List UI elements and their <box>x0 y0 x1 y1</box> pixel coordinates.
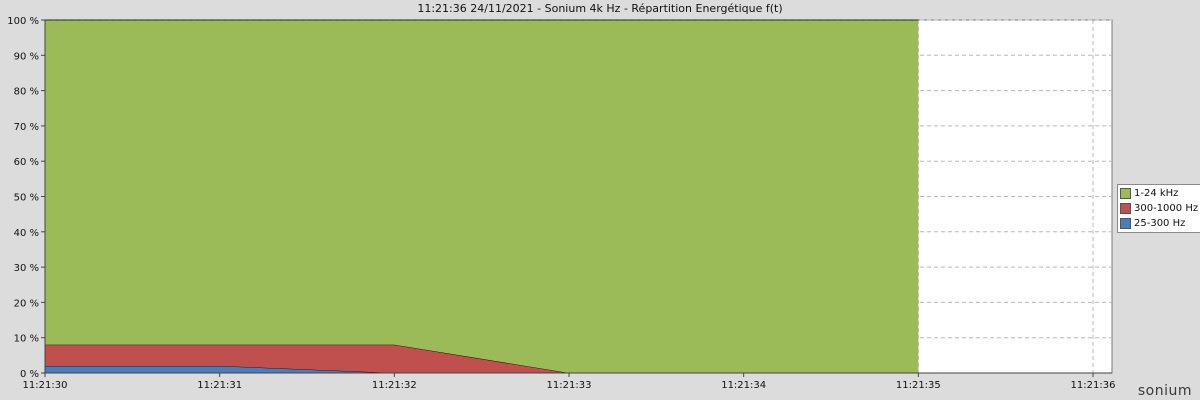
y-tick-label: 60 % <box>14 157 39 168</box>
stacked-areas <box>45 19 919 374</box>
y-tick-label: 90 % <box>14 51 39 62</box>
y-tick-label: 70 % <box>14 122 39 133</box>
legend-label: 1-24 kHz <box>1134 188 1179 199</box>
legend-item: 25-300 Hz <box>1120 216 1198 231</box>
y-tick-label: 50 % <box>14 193 39 204</box>
x-tick-label: 11:21:36 <box>1071 380 1116 391</box>
x-tick-label: 11:21:35 <box>896 380 941 391</box>
y-tick-label: 20 % <box>14 298 39 309</box>
legend-label: 300-1000 Hz <box>1134 203 1199 214</box>
legend-swatch <box>1120 188 1131 199</box>
legend-swatch <box>1120 203 1131 214</box>
x-tick-label: 11:21:33 <box>547 380 592 391</box>
legend: 1-24 kHz 300-1000 Hz 25-300 Hz <box>1117 184 1200 233</box>
y-tick-labels: 0 % 10 % 20 % 30 % 40 % 50 % 60 % 70 % 80 % 90 % 1… <box>7 16 39 380</box>
legend-item: 1-24 kHz <box>1120 186 1198 201</box>
x-tick-label: 11:21:34 <box>721 380 766 391</box>
y-tick-label: 40 % <box>14 228 39 239</box>
axes <box>41 19 1112 377</box>
y-tick-label: 80 % <box>14 87 39 98</box>
x-tick-label: 11:21:31 <box>197 380 242 391</box>
legend-item: 300-1000 Hz <box>1120 201 1198 216</box>
x-tick-labels: 11:21:30 11:21:31 11:21:32 11:21:33 11:21:34… <box>23 380 1116 391</box>
y-tick-label: 100 % <box>7 16 39 27</box>
brand-logo: sonium <box>1137 383 1192 399</box>
x-tick-label: 11:21:30 <box>23 380 68 391</box>
legend-swatch <box>1120 218 1131 229</box>
y-tick-label: 30 % <box>14 263 39 274</box>
chart-title: 11:21:36 24/11/2021 - Sonium 4k Hz - Rép… <box>417 2 783 15</box>
y-tick-label: 0 % <box>20 369 39 380</box>
legend-label: 25-300 Hz <box>1134 218 1186 229</box>
x-tick-label: 11:21:32 <box>372 380 417 391</box>
area-1-24-khz <box>45 20 919 373</box>
y-tick-label: 10 % <box>14 334 39 345</box>
